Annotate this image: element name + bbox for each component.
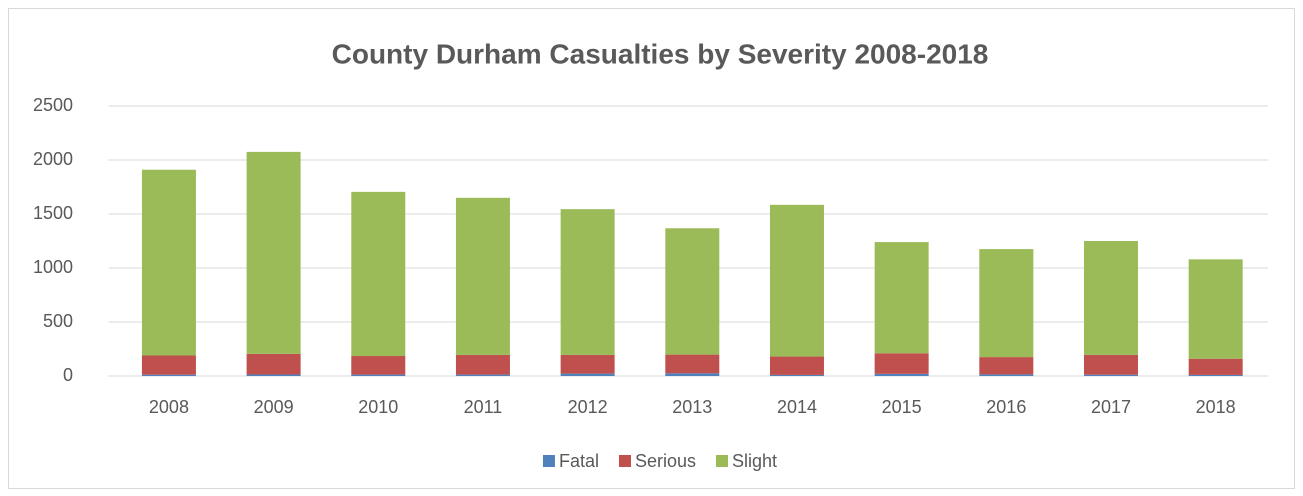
legend-label: Serious [635, 451, 696, 471]
y-tick-label: 2000 [33, 149, 73, 169]
chart-border [8, 8, 1295, 489]
bar-segment [455, 354, 510, 375]
y-tick-label: 0 [63, 365, 73, 385]
bar-segment [1188, 374, 1243, 376]
legend-label: Fatal [559, 451, 599, 471]
bar-segment [769, 356, 824, 375]
bar-segment [1083, 374, 1138, 376]
bar-segment [560, 354, 615, 374]
x-tick-label: 2010 [358, 397, 398, 417]
bar-segment [455, 197, 510, 355]
chart-title: County Durham Casualties by Severity 200… [332, 38, 989, 69]
x-tick-label: 2014 [777, 397, 817, 417]
legend-swatch [716, 455, 729, 467]
x-tick-label: 2008 [149, 397, 189, 417]
bar-segment [246, 353, 301, 375]
legend-label: Slight [732, 451, 777, 471]
x-tick-label: 2015 [882, 397, 922, 417]
bar-segment [665, 228, 720, 355]
bar-segment [560, 373, 615, 376]
bar-segment [769, 204, 824, 357]
bar-segment [1188, 259, 1243, 359]
y-tick-label: 1500 [33, 203, 73, 223]
bar-segment [351, 191, 406, 357]
x-tick-label: 2017 [1091, 397, 1131, 417]
y-tick-label: 2500 [33, 95, 73, 115]
legend-swatch [542, 455, 555, 467]
bar-segment [874, 242, 929, 354]
x-tick-label: 2009 [254, 397, 294, 417]
bar-segment [874, 373, 929, 376]
bar-segment [769, 374, 824, 376]
bar-segment [141, 374, 196, 376]
bar-segment [141, 355, 196, 375]
bar-segment [455, 374, 510, 376]
bar-segment [1083, 354, 1138, 375]
x-tick-label: 2016 [986, 397, 1026, 417]
bar-segment [351, 374, 406, 376]
bar-segment [1188, 358, 1243, 375]
bar-segment [979, 249, 1034, 358]
y-tick-label: 1000 [33, 257, 73, 277]
bar-segment [665, 354, 720, 374]
bar-segment [874, 353, 929, 374]
x-tick-label: 2018 [1196, 397, 1236, 417]
bar-segment [246, 151, 301, 354]
bar-segment [560, 209, 615, 355]
legend-swatch [618, 455, 631, 467]
x-tick-label: 2011 [464, 397, 503, 417]
bar-segment [351, 356, 406, 375]
y-tick-label: 500 [43, 311, 73, 331]
bar-segment [665, 373, 720, 376]
bar-segment [1083, 241, 1138, 355]
x-tick-label: 2012 [568, 397, 608, 417]
bar-segment [979, 374, 1034, 376]
bar-segment [141, 169, 196, 356]
bar-segment [979, 357, 1034, 375]
x-tick-label: 2013 [672, 397, 712, 417]
bar-segment [246, 374, 301, 376]
